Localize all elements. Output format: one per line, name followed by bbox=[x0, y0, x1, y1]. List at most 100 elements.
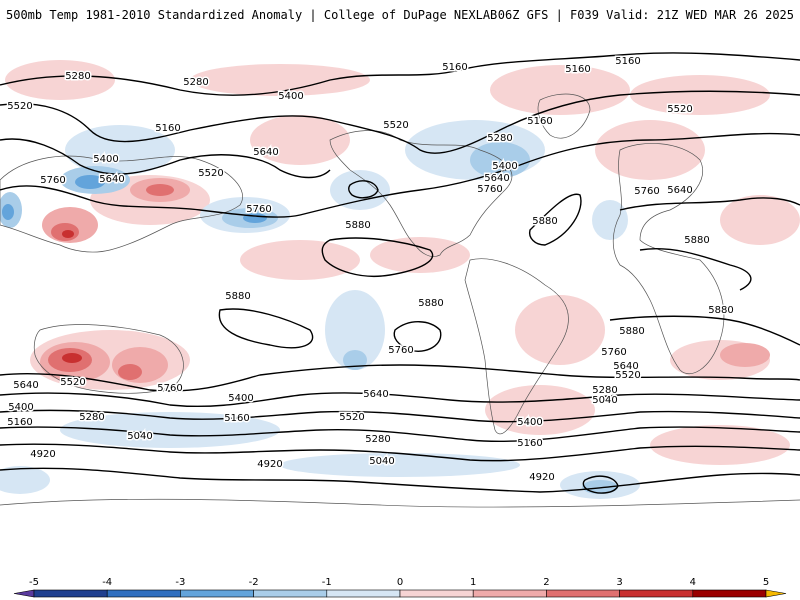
contour-label: 5520 bbox=[615, 370, 640, 381]
contour-label: 5640 bbox=[484, 173, 509, 184]
warm-anomaly-patch bbox=[62, 230, 74, 238]
colorbar-ticks: -5 -4 -3 -2 -1 0 1 2 3 4 5 bbox=[29, 577, 769, 588]
antarctica-outline bbox=[0, 498, 800, 508]
contour-line bbox=[0, 90, 800, 154]
contour-line bbox=[0, 426, 800, 443]
cool-anomaly-patch bbox=[2, 204, 14, 220]
contour-label: 5760 bbox=[388, 345, 413, 356]
cool-anomaly-patch bbox=[75, 175, 105, 189]
colorbar-swatch bbox=[692, 589, 767, 598]
warm-anomaly-patch bbox=[62, 353, 82, 363]
colorbar-tick-label: -3 bbox=[175, 577, 185, 588]
contour-label: 5520 bbox=[339, 412, 364, 423]
colorbar-tick-label: 4 bbox=[690, 577, 696, 588]
colorbar-swatch bbox=[472, 589, 547, 598]
contour-label: 4920 bbox=[30, 449, 55, 460]
cool-anomaly-patch bbox=[280, 453, 520, 477]
warm-anomaly-patch bbox=[595, 120, 705, 180]
contour-line bbox=[347, 180, 379, 199]
colorbar-legend: -5 -4 -3 -2 -1 0 1 2 3 4 5 bbox=[13, 577, 787, 598]
colorbar-swatch bbox=[33, 589, 108, 598]
contour-label: 5640 bbox=[667, 185, 692, 196]
cool-anomaly-patch bbox=[343, 350, 367, 370]
contour-label: 5400 bbox=[278, 91, 303, 102]
warm-anomaly-patch bbox=[370, 237, 470, 273]
contour-label: 5760 bbox=[157, 383, 182, 394]
cool-anomaly-patch bbox=[592, 200, 628, 240]
contour-line bbox=[218, 308, 314, 349]
colorbar-tick-label: 2 bbox=[543, 577, 549, 588]
colorbar-swatch bbox=[326, 589, 401, 598]
contour-label: 5160 bbox=[7, 417, 32, 428]
warm-anomaly-patch bbox=[490, 65, 630, 115]
colorbar-max-arrow bbox=[765, 589, 787, 598]
contour-label: 5880 bbox=[708, 305, 733, 316]
contour-label: 5280 bbox=[183, 77, 208, 88]
warm-anomaly-patch bbox=[5, 60, 115, 100]
colorbar-tick-label: 5 bbox=[763, 577, 769, 588]
contour-label: 5160 bbox=[565, 64, 590, 75]
contour-label: 5520 bbox=[7, 101, 32, 112]
cool-anomaly-patch bbox=[325, 290, 385, 370]
contour-line bbox=[639, 247, 752, 291]
contour-label: 5640 bbox=[253, 147, 278, 158]
map-title: 500mb Temp 1981-2010 Standardized Anomal… bbox=[6, 8, 498, 22]
colorbar-min-arrow bbox=[13, 589, 35, 598]
contour-line bbox=[0, 409, 800, 423]
contour-label: 5520 bbox=[60, 377, 85, 388]
cool-anomaly-patch bbox=[0, 466, 50, 494]
contour-label: 5760 bbox=[634, 186, 659, 197]
contour-label: 5400 bbox=[8, 402, 33, 413]
colorbar-swatch bbox=[180, 589, 254, 598]
colorbar-tick-label: 3 bbox=[616, 577, 622, 588]
colorbar-tick-label: 1 bbox=[470, 577, 476, 588]
colorbar-swatch bbox=[253, 589, 328, 598]
contour-label: 5880 bbox=[532, 216, 557, 227]
warm-anomaly-patch bbox=[650, 425, 790, 465]
contour-line bbox=[0, 467, 800, 493]
model-run-info: 06Z GFS | F039 Valid: 21Z WED MAR 26 202… bbox=[497, 8, 794, 22]
contour-label: 5400 bbox=[517, 417, 542, 428]
warm-anomaly-patch bbox=[190, 64, 370, 96]
contour-label: 5280 bbox=[487, 133, 512, 144]
contour-label: 5520 bbox=[383, 120, 408, 131]
contour-line bbox=[582, 475, 619, 494]
contour-label: 5640 bbox=[613, 361, 638, 372]
contour-label: 5160 bbox=[517, 438, 542, 449]
contour-label: 5520 bbox=[198, 168, 223, 179]
contour-line bbox=[0, 132, 800, 218]
contour-label: 5280 bbox=[592, 385, 617, 396]
height-contours bbox=[0, 52, 800, 494]
greenland-outline bbox=[537, 93, 591, 139]
colorbar-tick-label: 0 bbox=[397, 577, 403, 588]
title-bar: 500mb Temp 1981-2010 Standardized Anomal… bbox=[0, 0, 800, 30]
contour-label: 5760 bbox=[601, 347, 626, 358]
cool-anomaly-patch bbox=[330, 170, 390, 210]
warm-anomaly-patch bbox=[250, 115, 350, 165]
australia-outline bbox=[33, 324, 184, 394]
contour-label: 5040 bbox=[127, 431, 152, 442]
contour-line bbox=[393, 321, 442, 352]
contour-line bbox=[0, 52, 800, 96]
contour-line bbox=[321, 237, 434, 277]
contour-label: 5880 bbox=[225, 291, 250, 302]
warm-anomaly-patch bbox=[720, 195, 800, 245]
europe-africa-outline bbox=[612, 143, 725, 375]
contour-label: 5040 bbox=[592, 395, 617, 406]
warm-anomaly-patch bbox=[515, 295, 605, 365]
contour-line bbox=[0, 392, 800, 408]
contour-line bbox=[619, 197, 800, 211]
colorbar-tick-label: -1 bbox=[322, 577, 332, 588]
colorbar-swatch bbox=[546, 589, 620, 598]
contour-label: 5280 bbox=[79, 412, 104, 423]
contour-label: 4920 bbox=[529, 472, 554, 483]
warm-anomaly-patch bbox=[146, 184, 174, 196]
contour-label: 5160 bbox=[615, 56, 640, 67]
cool-anomaly-patch bbox=[60, 412, 280, 448]
colorbar-tick-label: -5 bbox=[29, 577, 39, 588]
warm-anomaly-patch bbox=[720, 343, 770, 367]
contour-label: 5160 bbox=[224, 413, 249, 424]
coastlines bbox=[0, 93, 800, 508]
